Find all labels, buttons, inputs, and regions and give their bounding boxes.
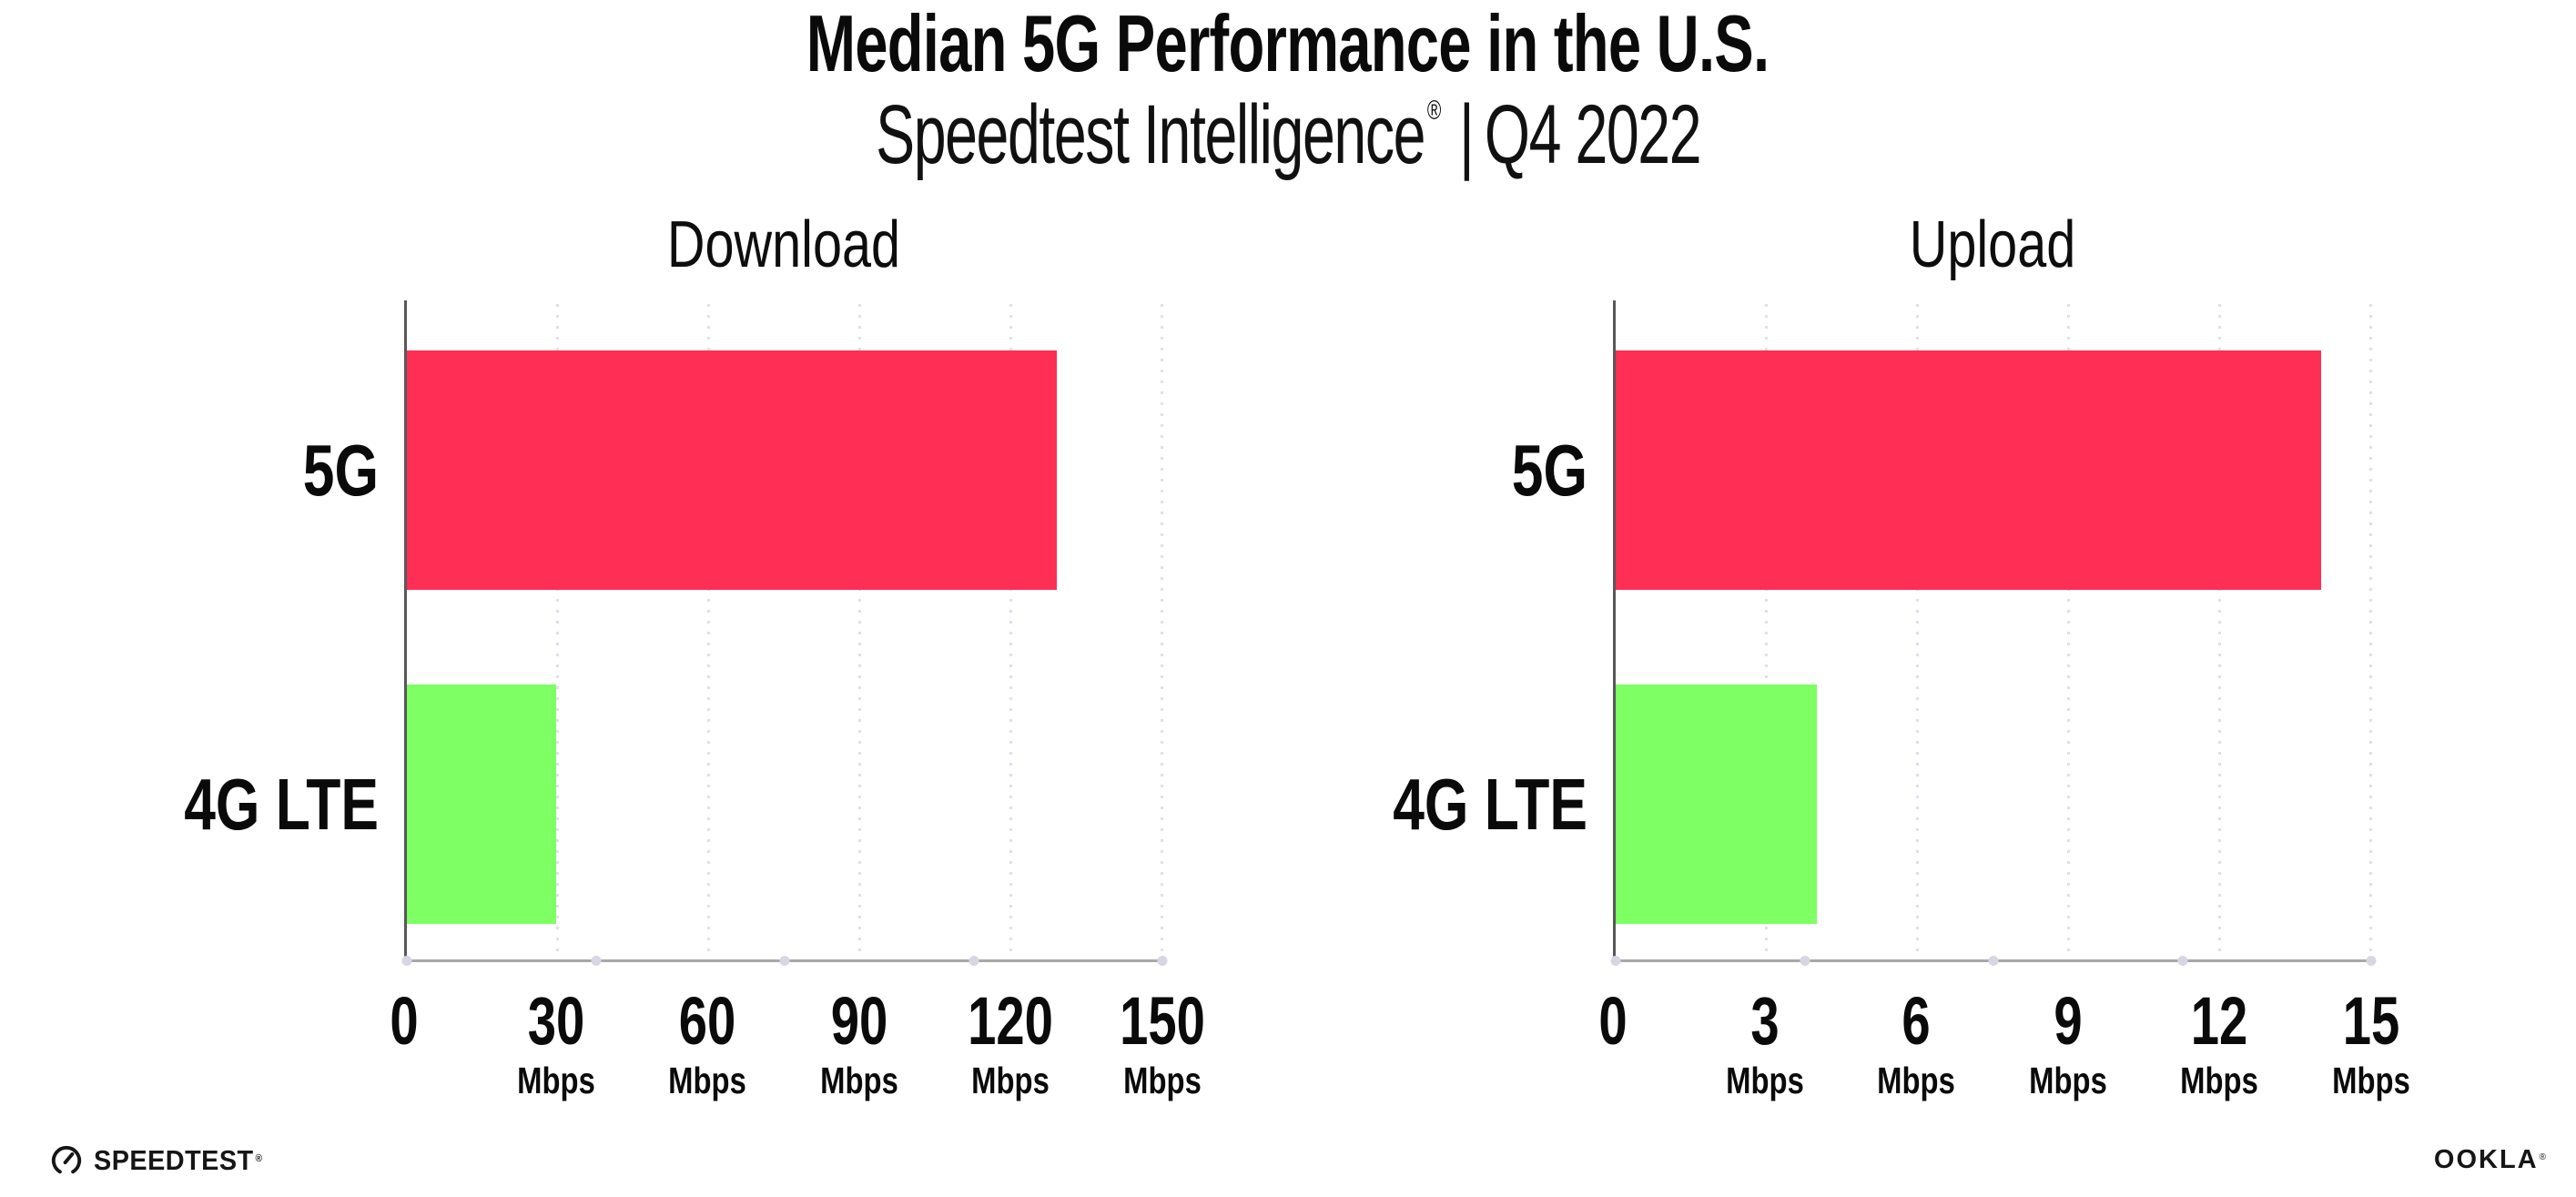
x-tick: 9 Mbps — [2028, 983, 2107, 1101]
chart-header: Median 5G Performance in the U.S. Speedt… — [0, 0, 2576, 179]
speedtest-logo: SPEEDTEST ® — [51, 1144, 275, 1177]
upload-chart-title: Upload — [1909, 208, 2075, 281]
subtitle-separator: | — [1458, 88, 1475, 182]
speedtest-wordmark: SPEEDTEST ® — [94, 1144, 263, 1176]
registered-mark: ® — [255, 1153, 263, 1164]
axis-dot — [1988, 956, 1999, 966]
x-tick: 0 — [390, 983, 419, 1059]
axis-dot — [401, 956, 412, 966]
category-label-5g: 5G — [1511, 429, 1587, 511]
gridline — [1765, 304, 1768, 959]
axis-dot — [779, 956, 790, 966]
gridline — [707, 304, 710, 959]
bar-4g-lte-download — [407, 685, 556, 924]
upload-x-axis: 0 3 Mbps 6 Mbps 9 Mbps 12 Mbps 15 Mbps — [1598, 962, 2409, 1126]
gridline — [2218, 304, 2221, 959]
gridline — [1009, 304, 1012, 959]
category-label-5g: 5G — [302, 429, 379, 511]
axis-dot — [969, 956, 979, 966]
registered-mark: ® — [1426, 96, 1442, 127]
ookla-wordmark: OOKLA — [2433, 1145, 2539, 1174]
category-label-4g-lte: 4G LTE — [1393, 763, 1587, 845]
upload-chart-panel: Upload 5G 4G LTE 0 3 Mbps 6 Mbps 9 Mbps — [1393, 208, 2410, 1100]
x-tick: 30 Mbps — [516, 983, 595, 1101]
gridline — [2369, 304, 2372, 959]
x-tick: 90 Mbps — [819, 983, 898, 1101]
x-tick: 6 Mbps — [1877, 983, 1956, 1101]
axis-dot — [1610, 956, 1621, 966]
speedtest-gauge-icon — [51, 1145, 82, 1176]
subtitle-brand: Speedtest Intelligence — [876, 88, 1425, 182]
page-title: Median 5G Performance in the U.S. — [806, 0, 1770, 88]
x-tick: 120 Mbps — [968, 983, 1054, 1101]
x-tick: 3 Mbps — [1725, 983, 1804, 1101]
bar-4g-lte-upload — [1616, 685, 1818, 924]
registered-mark: ® — [2539, 1152, 2546, 1162]
gridline — [1161, 304, 1163, 959]
axis-dot — [2177, 956, 2187, 966]
download-chart-title: Download — [666, 208, 900, 281]
gridline — [556, 304, 559, 959]
download-plot-area — [401, 300, 1168, 966]
download-chart-panel: Download 5G 4G LTE 0 30 Mbps 60 Mbps 90 Mbp… — [184, 208, 1205, 1100]
page-subtitle: Speedtest Intelligence® | Q4 2022 — [0, 91, 2576, 179]
axis-dot — [2366, 956, 2377, 966]
x-tick: 60 Mbps — [668, 983, 747, 1101]
x-tick: 12 Mbps — [2180, 983, 2259, 1101]
x-tick: 15 Mbps — [2332, 983, 2410, 1101]
gridline — [858, 304, 861, 959]
x-tick: 0 — [1598, 983, 1628, 1059]
axis-dot — [591, 956, 601, 966]
subtitle-period: Q4 2022 — [1484, 88, 1702, 182]
ookla-logo: OOKLA® — [2434, 1145, 2546, 1175]
gridline — [2067, 304, 2070, 959]
bar-5g-download — [407, 350, 1057, 590]
axis-dot — [1800, 956, 1810, 966]
axis-dot — [1157, 956, 1168, 966]
upload-plot-area — [1610, 300, 2377, 966]
category-label-4g-lte: 4G LTE — [184, 763, 379, 845]
download-x-axis: 0 30 Mbps 60 Mbps 90 Mbps 120 Mbps 150 Mbps — [390, 962, 1205, 1126]
bar-5g-upload — [1616, 350, 2321, 590]
x-tick: 150 Mbps — [1120, 983, 1205, 1101]
gridline — [1916, 304, 1919, 959]
